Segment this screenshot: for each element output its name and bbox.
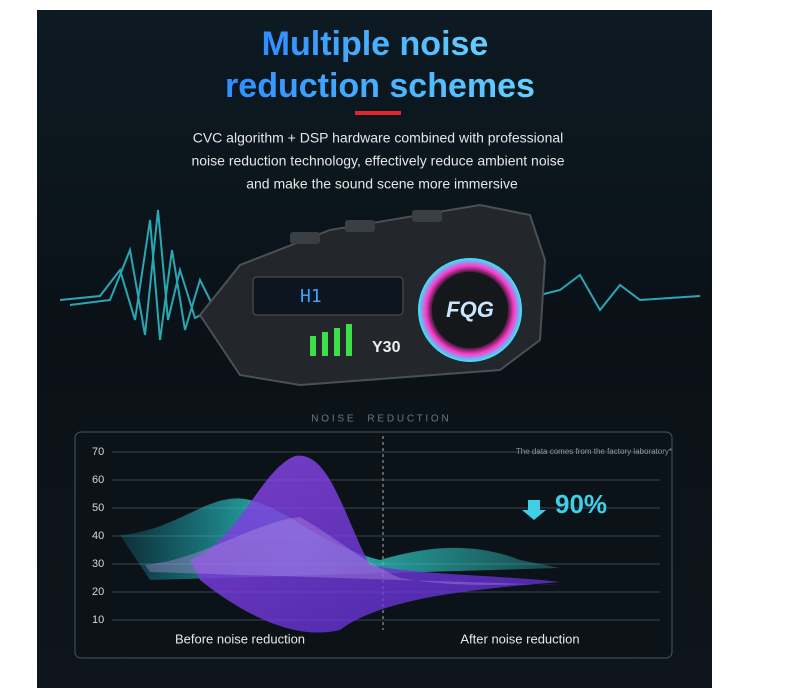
chart-frame: [74, 431, 673, 659]
device-logo: FQG: [446, 297, 494, 322]
device-display: H1: [300, 286, 322, 307]
chart-note: The data comes from the factory laborato…: [516, 447, 672, 456]
sound-wave: [59, 209, 701, 341]
y-tick-label: 30: [92, 558, 104, 570]
noise-curves: [120, 455, 560, 633]
subtitle-line: CVC algorithm + DSP hardware combined wi…: [193, 130, 564, 146]
y-tick-label: 40: [92, 530, 104, 542]
subtitle-line: noise reduction technology, effectively …: [191, 153, 564, 169]
chart-label: Before noise reduction: [175, 631, 305, 646]
device-model: Y30: [372, 339, 401, 356]
y-tick-label: 20: [92, 586, 104, 598]
title-line: reduction schemes: [225, 67, 535, 105]
y-tick-label: 60: [92, 474, 104, 486]
subtitle-line: and make the sound scene more immersive: [246, 176, 518, 192]
section-label: N O I S E R E D U C T I O N: [311, 414, 448, 425]
title-underline: [355, 111, 401, 115]
y-tick-label: 70: [92, 446, 104, 458]
chart-label: After noise reduction: [460, 631, 579, 646]
reduction-value: 90%: [555, 489, 607, 519]
title-line: Multiple noise: [262, 25, 489, 63]
down-arrow: [522, 500, 546, 520]
y-tick-label: 10: [92, 614, 104, 626]
device: H1 Y30 FQG: [198, 203, 547, 387]
y-tick-label: 50: [92, 502, 104, 514]
